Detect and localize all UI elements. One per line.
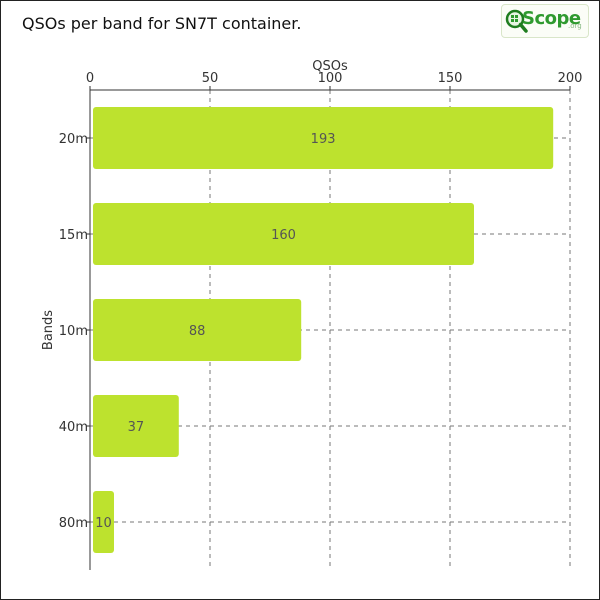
labels: 0 50 100 150 200 20m 193 15m 160 10m 88 40m 37 80m 10 [59,71,583,531]
bar [93,299,302,361]
x-tick-label: 150 [438,71,463,86]
bars [93,107,554,553]
logo-suffix: .org [568,22,582,30]
y-tick-label: 15m [59,228,88,243]
bar [93,395,179,457]
x-axis-title: QSOs [312,59,348,74]
x-tick-label: 0 [86,71,94,86]
bar-value-label: 10 [95,516,112,531]
y-tick-label: 10m [59,324,88,339]
y-axis-title: Bands [41,310,56,350]
bar [93,491,114,553]
bar [93,203,474,265]
bar-value-label: 160 [271,228,296,243]
qscope-logo[interactable]: Scope .org [501,4,589,38]
x-tick-label: 200 [558,71,583,86]
y-tick-label: 80m [59,516,88,531]
bar [93,107,554,169]
x-tick-label: 50 [202,71,219,86]
logo-wordmark: Scope [522,8,581,29]
y-tick-label: 20m [59,132,88,147]
bar-value-label: 88 [189,324,206,339]
axes [86,86,571,570]
y-tick-label: 40m [59,420,88,435]
bar-value-label: 193 [311,132,336,147]
x-tick-label: 100 [318,71,343,86]
bar-value-label: 37 [128,420,145,435]
chart-title: QSOs per band for SN7T container. [22,14,302,33]
magnifier-icon [505,9,528,33]
